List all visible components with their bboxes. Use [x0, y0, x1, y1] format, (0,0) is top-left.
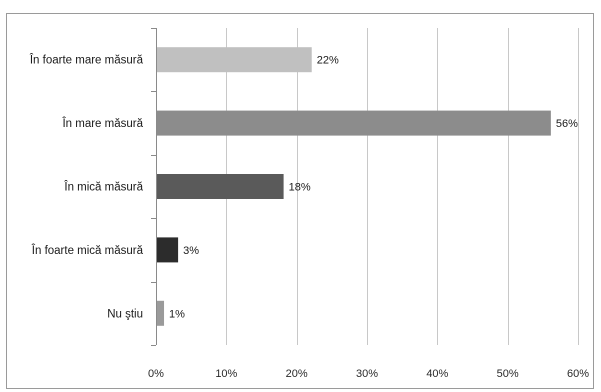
x-tick-label: 30% — [356, 368, 378, 380]
category-label: În mare măsură — [61, 117, 143, 130]
category-label: În foarte mare măsură — [29, 54, 144, 67]
data-labels: 22% 56% 18% 3% 1% — [169, 55, 578, 321]
x-axis-ticks: 0% 10% 20% 30% 40% 50% 60% — [148, 368, 589, 380]
data-label: 18% — [289, 182, 311, 194]
bars — [157, 47, 551, 326]
data-label: 56% — [556, 118, 578, 130]
category-label: Nu ştiu — [107, 308, 143, 320]
category-labels: În foarte mare măsură În mare măsură În mi… — [29, 54, 144, 321]
chart-frame — [6, 13, 594, 389]
bar — [157, 47, 312, 73]
data-label: 22% — [317, 55, 339, 67]
bar — [157, 110, 551, 136]
x-tick-label: 10% — [215, 368, 237, 380]
category-label: În foarte mică măsură — [31, 244, 144, 257]
gridlines — [151, 28, 579, 346]
x-tick-label: 40% — [426, 368, 448, 380]
x-tick-label: 60% — [567, 368, 589, 380]
bar — [157, 174, 284, 199]
category-label: În mică măsură — [63, 181, 143, 194]
bar — [157, 300, 165, 326]
data-label: 3% — [183, 245, 199, 257]
data-label: 1% — [169, 308, 185, 320]
x-tick-label: 0% — [148, 368, 164, 380]
x-tick-label: 20% — [286, 368, 308, 380]
x-tick-label: 50% — [497, 368, 519, 380]
bar — [157, 237, 179, 263]
